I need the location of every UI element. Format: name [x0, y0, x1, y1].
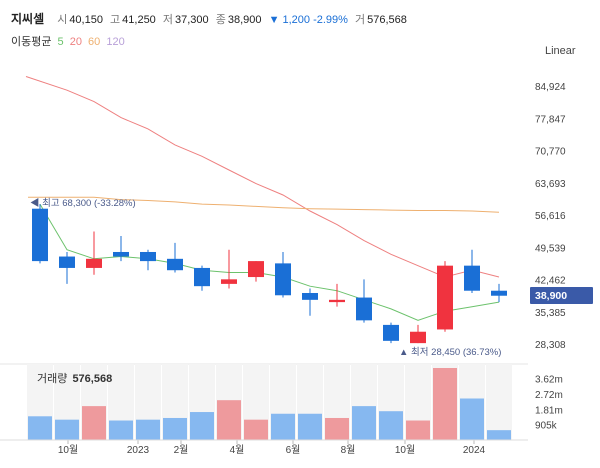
candle-body: [194, 267, 210, 287]
price-header: 지씨셀 시 40,150 고 41,250 저 37,300 종 38,900 ▼ 1,…: [11, 10, 407, 27]
y-tick-label: 42,462: [535, 276, 566, 287]
ma20-line: [25, 76, 500, 278]
current-price-marker: 38,900: [530, 287, 593, 304]
y-tick-label: 77,847: [535, 114, 566, 125]
volume-bar: [406, 420, 430, 440]
volume-panel-value: 576,568: [72, 373, 113, 385]
y-tick-label: 63,693: [535, 179, 566, 190]
volume-value: 576,568: [367, 14, 407, 26]
volume-bar: [109, 420, 133, 440]
volume-bar: [163, 417, 187, 440]
x-tick-label: 2월: [174, 444, 189, 456]
current-price-label: 38,900: [535, 290, 567, 302]
candle-body: [86, 258, 102, 268]
volume-axis: 3.62m 2.72m 1.81m 905k: [535, 375, 563, 432]
change-value: ▼ 1,200 -2.99%: [268, 14, 348, 26]
x-tick-label: 2024: [463, 445, 486, 456]
annotations: ◀ 최고 68,300 (-33.28%) ▲ 최저 28,450 (36.73…: [30, 198, 501, 358]
high-value: 41,250: [122, 14, 156, 26]
x-tick-label: 10월: [395, 444, 415, 456]
volume-bar: [190, 412, 214, 440]
volume-bars: [27, 364, 512, 440]
candle-body: [140, 251, 156, 262]
y-tick-label: 49,539: [535, 243, 566, 254]
volume-tick-label: 2.72m: [535, 390, 563, 401]
volume-label: 거: [355, 14, 366, 26]
x-tick-label: 10월: [58, 444, 78, 456]
y-tick-label: 70,770: [535, 147, 566, 158]
candle-body: [32, 208, 48, 262]
volume-bar: [28, 416, 52, 440]
close-label: 종: [215, 14, 226, 26]
ma60-line: [28, 196, 500, 213]
low-label: 저: [162, 14, 173, 26]
open-label: 시: [57, 14, 68, 26]
volume-bg: [486, 364, 512, 440]
volume-bar: [55, 419, 79, 440]
x-tick-label: 4월: [230, 444, 245, 456]
volume-bar: [487, 430, 511, 440]
candle-body: [221, 279, 237, 284]
close-value: 38,900: [227, 14, 262, 26]
candle-body: [464, 265, 480, 291]
stock-name: 지씨셀: [11, 12, 45, 26]
candle-body: [383, 324, 399, 341]
x-tick-label: 6월: [286, 444, 301, 456]
candle-body: [491, 290, 507, 296]
ma5-line: [39, 203, 500, 321]
x-tick-label: 8월: [341, 444, 356, 456]
low-value: 37,300: [175, 14, 209, 26]
volume-tick-label: 3.62m: [535, 375, 563, 386]
volume-tick-label: 905k: [535, 421, 558, 432]
low-annotation: ▲ 최저 28,450 (36.73%): [399, 347, 501, 358]
volume-bar: [271, 413, 295, 440]
ma5-legend: 5: [57, 36, 64, 48]
candles: [32, 204, 507, 344]
ma-legend-label: 이동평균: [11, 36, 52, 48]
ma60-legend: 60: [88, 36, 101, 48]
moving-averages: [25, 76, 500, 321]
volume-bar: [217, 400, 241, 440]
volume-bar: [325, 417, 349, 440]
scale-toggle[interactable]: Linear: [545, 45, 576, 57]
candle-body: [113, 251, 129, 257]
volume-bar: [244, 419, 268, 440]
volume-bar: [82, 406, 106, 440]
y-axis: 84,924 77,847 70,770 63,693 56,616 49,539 42,4…: [535, 82, 566, 351]
volume-tick-label: 1.81m: [535, 405, 563, 416]
candle-body: [329, 299, 345, 303]
open-value: 40,150: [69, 14, 103, 26]
candle-body: [59, 256, 75, 268]
volume-bar: [433, 368, 457, 440]
candle-body: [410, 331, 426, 344]
candle-body: [167, 258, 183, 271]
volume-panel-label: 거래량: [37, 373, 68, 385]
candle-body: [437, 265, 453, 330]
moving-average-legend[interactable]: 이동평균 5 20 60 120: [11, 33, 125, 49]
volume-panel-title: 거래량 576,568: [37, 370, 112, 386]
ma120-legend: 120: [106, 36, 125, 48]
candle-body: [302, 292, 318, 300]
y-tick-label: 35,385: [535, 308, 566, 319]
high-label: 고: [110, 14, 121, 26]
y-tick-label: 84,924: [535, 82, 566, 93]
x-tick-label: 2023: [127, 445, 150, 456]
candle-body: [275, 263, 291, 296]
candle-body: [248, 261, 264, 278]
high-annotation: ◀ 최고 68,300 (-33.28%): [30, 198, 136, 209]
y-tick-label: 28,308: [535, 340, 566, 351]
ma20-legend: 20: [69, 36, 82, 48]
candle-body: [356, 297, 372, 321]
volume-bar: [352, 406, 376, 440]
volume-bar: [379, 411, 403, 440]
x-axis: 10월 2023 2월 4월 6월 8월 10월 2024: [0, 439, 528, 456]
volume-bar: [298, 413, 322, 440]
volume-bar: [136, 419, 160, 440]
volume-bar: [460, 398, 484, 440]
y-tick-label: 56,616: [535, 211, 566, 222]
